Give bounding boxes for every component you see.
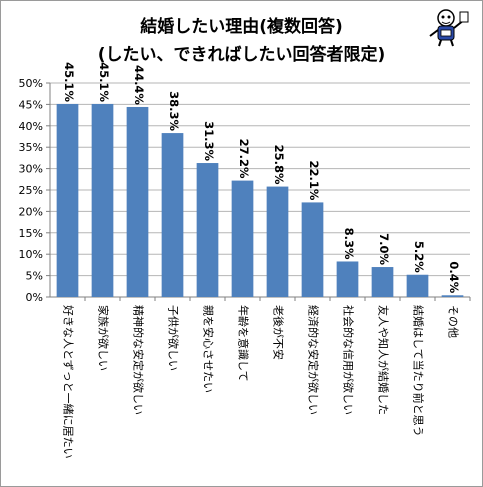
- bar: [441, 295, 464, 297]
- x-tick-label: 親を安心させたい: [202, 305, 216, 393]
- data-label: 38.3%: [167, 91, 181, 131]
- bar: [231, 180, 254, 297]
- x-tick-label: 家族が欲しい: [97, 305, 111, 371]
- y-tick-label: 15%: [19, 227, 43, 240]
- bar: [336, 261, 359, 297]
- x-tick-label: 友人や知人が結婚した: [377, 305, 391, 415]
- y-tick-label: 35%: [19, 141, 43, 154]
- data-label: 44.4%: [132, 65, 146, 105]
- bar: [56, 103, 79, 297]
- data-label: 31.3%: [202, 121, 216, 161]
- y-tick-label: 30%: [19, 163, 43, 176]
- chart-title-line2: (したい、できればしたい回答者限定): [97, 45, 386, 65]
- bar: [301, 202, 324, 297]
- cartoon-character-logo-icon: [429, 9, 469, 47]
- y-tick-label: 40%: [19, 120, 43, 133]
- y-tick-label: 5%: [26, 270, 43, 283]
- data-label: 7.0%: [377, 233, 391, 265]
- x-tick-label: 年齢を意識して: [237, 305, 251, 382]
- x-tick-label: 結婚はして当たり前と思う: [412, 305, 426, 437]
- x-tick-label: 社会的な信用が欲しい: [342, 305, 356, 415]
- x-tick-label: その他: [447, 305, 460, 338]
- x-tick-label: 老後が不安: [272, 305, 286, 360]
- data-label: 25.8%: [272, 145, 286, 185]
- y-tick-label: 50%: [19, 77, 43, 90]
- data-label: 22.1%: [307, 161, 321, 201]
- x-tick-label: 好きな人とずっと一緒に居たい: [62, 305, 76, 459]
- bar: [266, 186, 289, 297]
- data-label: 5.2%: [412, 241, 426, 273]
- bar: [406, 274, 429, 297]
- x-tick-label: 精神的な安定が欲しい: [132, 305, 146, 415]
- y-tick-label: 0%: [26, 291, 43, 304]
- data-label: 8.3%: [342, 228, 356, 260]
- data-label: 0.4%: [447, 261, 461, 293]
- y-tick-label: 25%: [19, 184, 43, 197]
- bar: [161, 133, 184, 297]
- bar: [126, 106, 149, 297]
- chart-title-line1: 結婚したい理由(複数回答): [140, 17, 343, 37]
- data-label: 45.1%: [97, 62, 111, 102]
- y-tick-label: 20%: [19, 205, 43, 218]
- x-tick-label: 経済的な安定が欲しい: [307, 305, 321, 415]
- data-label: 27.2%: [237, 139, 251, 179]
- bar: [91, 103, 114, 297]
- y-tick-label: 10%: [19, 248, 43, 261]
- x-tick-label: 子供が欲しい: [167, 305, 181, 371]
- data-label: 45.1%: [62, 62, 76, 102]
- bar: [371, 267, 394, 297]
- bar: [196, 163, 219, 297]
- y-tick-label: 45%: [19, 98, 43, 111]
